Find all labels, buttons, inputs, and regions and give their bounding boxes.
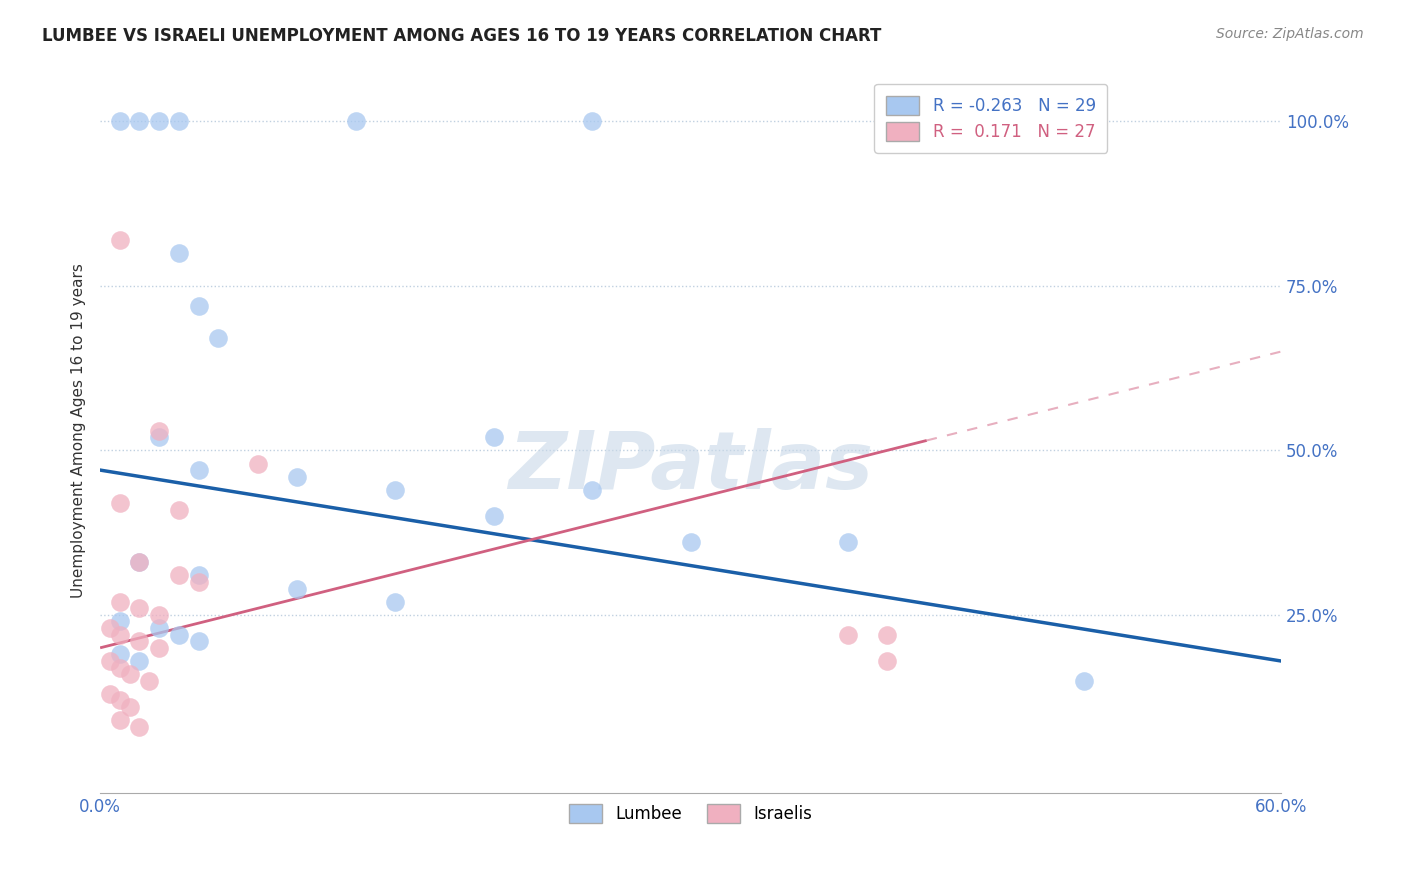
Point	[128, 114, 150, 128]
Point	[876, 654, 898, 668]
Point	[837, 628, 859, 642]
Point	[108, 713, 131, 727]
Point	[344, 114, 367, 128]
Point	[187, 568, 209, 582]
Legend: Lumbee, Israelis: Lumbee, Israelis	[557, 792, 824, 835]
Point	[98, 687, 121, 701]
Point	[118, 667, 141, 681]
Point	[148, 114, 170, 128]
Point	[207, 331, 229, 345]
Point	[128, 720, 150, 734]
Point	[108, 595, 131, 609]
Point	[108, 496, 131, 510]
Point	[246, 457, 269, 471]
Point	[148, 621, 170, 635]
Point	[285, 469, 308, 483]
Point	[108, 693, 131, 707]
Point	[837, 535, 859, 549]
Point	[482, 430, 505, 444]
Point	[128, 601, 150, 615]
Point	[148, 424, 170, 438]
Point	[148, 607, 170, 622]
Point	[679, 535, 702, 549]
Point	[167, 628, 190, 642]
Point	[384, 483, 406, 497]
Point	[108, 628, 131, 642]
Point	[108, 114, 131, 128]
Point	[285, 582, 308, 596]
Y-axis label: Unemployment Among Ages 16 to 19 years: Unemployment Among Ages 16 to 19 years	[72, 263, 86, 598]
Text: Source: ZipAtlas.com: Source: ZipAtlas.com	[1216, 27, 1364, 41]
Point	[167, 245, 190, 260]
Point	[108, 615, 131, 629]
Point	[187, 298, 209, 312]
Text: LUMBEE VS ISRAELI UNEMPLOYMENT AMONG AGES 16 TO 19 YEARS CORRELATION CHART: LUMBEE VS ISRAELI UNEMPLOYMENT AMONG AGE…	[42, 27, 882, 45]
Point	[138, 673, 160, 688]
Point	[876, 628, 898, 642]
Point	[187, 634, 209, 648]
Point	[128, 654, 150, 668]
Point	[148, 640, 170, 655]
Point	[148, 430, 170, 444]
Point	[167, 568, 190, 582]
Point	[108, 660, 131, 674]
Point	[384, 595, 406, 609]
Point	[167, 502, 190, 516]
Point	[581, 483, 603, 497]
Point	[167, 114, 190, 128]
Point	[581, 114, 603, 128]
Text: ZIPatlas: ZIPatlas	[508, 428, 873, 506]
Point	[1073, 673, 1095, 688]
Point	[128, 555, 150, 569]
Point	[98, 654, 121, 668]
Point	[108, 233, 131, 247]
Point	[187, 463, 209, 477]
Point	[482, 509, 505, 524]
Point	[128, 555, 150, 569]
Point	[128, 634, 150, 648]
Point	[187, 574, 209, 589]
Point	[118, 700, 141, 714]
Point	[98, 621, 121, 635]
Point	[108, 648, 131, 662]
